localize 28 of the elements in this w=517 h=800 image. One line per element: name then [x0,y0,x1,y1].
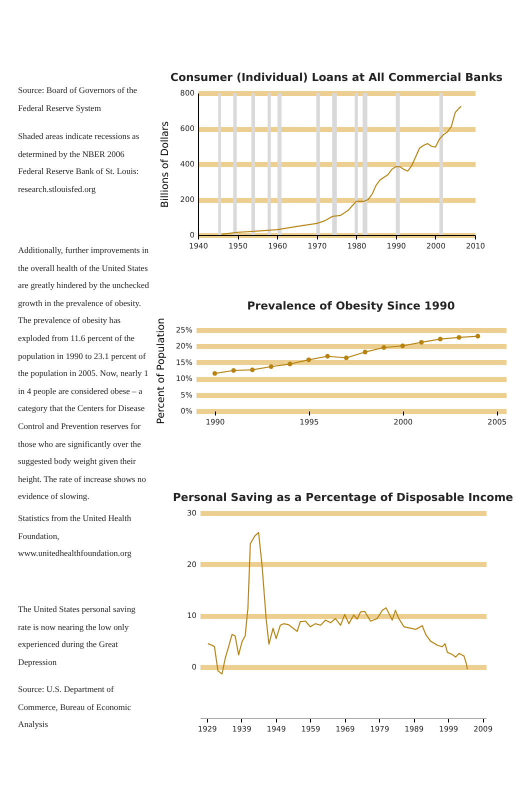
point [382,345,386,350]
point [268,364,274,369]
y-axis-title: Percent of Population [156,318,167,424]
chart-title: Consumer (Individual) Loans at All Commercial Banks [170,71,504,84]
point [306,357,312,362]
point [250,368,255,372]
point [362,350,368,354]
line-series [207,532,468,674]
chart-title: Personal Saving as a Percentage of Disposable Income [172,491,514,504]
point [288,362,292,366]
point [438,336,443,342]
y-axis-title: Billions of Dollars [160,121,172,208]
text: Shaded areas indicate recessions as determined by the NBER 2006 Federal Reserve Bank of St. Louis: research.stlouisfed.org [18,130,140,196]
source-note: Source: Board of Governors of the Federal Reserve System [18,84,138,115]
point [475,334,480,338]
point [400,344,406,348]
point [325,354,330,359]
text: Statistics from the United Health Foundation, www.unitedhealthfoundation.org [18,512,132,560]
point [344,356,349,360]
point [456,335,462,340]
point [419,340,424,345]
text: The United States personal saving rate is now nearing the low only experienced during the Great Depression [18,603,136,669]
source-note: Source: U.S. Department of Commerce, Bureau of Economic Analysis [18,683,132,732]
point [212,371,218,376]
line-series [221,106,462,235]
text: Additionally, further improvements in the overall health of the United States are greatly hindered by the unchecked growth in the prevalence of obesity. The prevalence of obesity has exploded from 11.6 percent of the population in 1990 to 23.1 percent of the population in 2005. Now, nearly 1 in 4 people are considered obese – a category that the Centers for Disease Control and Prevention reserves for those who are significantly over the suggested body weight given their height. The rate of increase shows no evidence of slowing. [18,245,149,502]
chart-title: Prevalence of Obesity Since 1990 [247,299,456,312]
point [231,368,236,373]
